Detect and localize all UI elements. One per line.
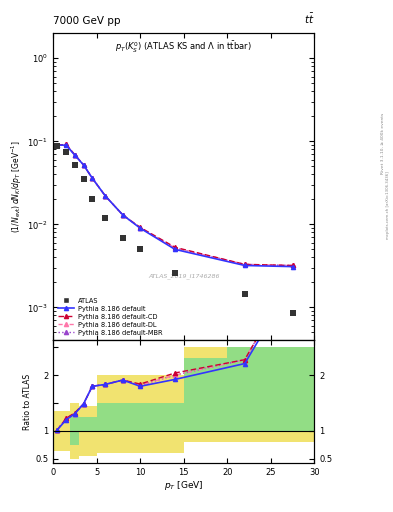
Legend: ATLAS, Pythia 8.186 default, Pythia 8.186 default-CD, Pythia 8.186 default-DL, P: ATLAS, Pythia 8.186 default, Pythia 8.18… — [56, 296, 163, 337]
Text: mcplots.cern.ch [arXiv:1306.3436]: mcplots.cern.ch [arXiv:1306.3436] — [386, 171, 390, 239]
Text: Rivet 3.1.10, ≥ 400k events: Rivet 3.1.10, ≥ 400k events — [381, 113, 385, 174]
Text: 7000 GeV pp: 7000 GeV pp — [53, 15, 121, 26]
Y-axis label: Ratio to ATLAS: Ratio to ATLAS — [23, 374, 32, 430]
Text: ATLAS_2019_I1746286: ATLAS_2019_I1746286 — [148, 273, 219, 279]
Text: $t\bar{t}$: $t\bar{t}$ — [304, 11, 314, 26]
Text: $p_T(K^0_S)$ (ATLAS KS and $\Lambda$ in t$\bar{\rm t}$bar): $p_T(K^0_S)$ (ATLAS KS and $\Lambda$ in … — [116, 39, 252, 55]
Y-axis label: $(1/N_{\mathrm{evt}})\,dN_{K}/dp_{T}$ [GeV$^{-1}$]: $(1/N_{\mathrm{evt}})\,dN_{K}/dp_{T}$ [G… — [10, 140, 24, 233]
X-axis label: $p_T$ [GeV]: $p_T$ [GeV] — [164, 479, 204, 492]
